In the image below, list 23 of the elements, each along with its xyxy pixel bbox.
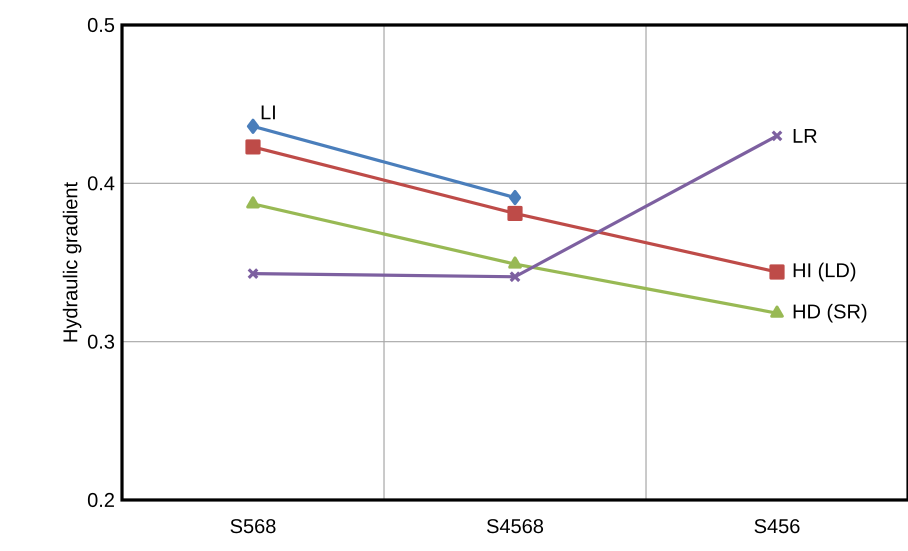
y-tick-label: 0.5 bbox=[88, 18, 114, 32]
x-tick-label: S568 bbox=[230, 519, 276, 534]
point bbox=[247, 268, 259, 280]
x-tick-label: S456 bbox=[754, 519, 800, 534]
y-axis-title: Hydraulic gradient bbox=[62, 182, 82, 342]
point bbox=[507, 206, 523, 222]
point bbox=[508, 190, 522, 206]
point bbox=[245, 139, 261, 155]
point bbox=[246, 196, 260, 209]
point bbox=[246, 118, 260, 134]
series-label: LR bbox=[794, 128, 817, 143]
series-label: HI (LD) bbox=[794, 262, 856, 282]
point bbox=[508, 256, 522, 269]
y-tick-label: 0.2 bbox=[88, 492, 114, 508]
point bbox=[771, 130, 783, 142]
series-label: HD (SR) bbox=[794, 304, 866, 322]
x-tick-label: S4568 bbox=[487, 519, 544, 534]
y-tick-label: 0.3 bbox=[88, 334, 114, 349]
point bbox=[509, 270, 521, 283]
series-label: LI bbox=[262, 106, 275, 120]
y-tick-label: 0.4 bbox=[88, 176, 114, 190]
point bbox=[770, 306, 784, 318]
point bbox=[769, 264, 785, 280]
